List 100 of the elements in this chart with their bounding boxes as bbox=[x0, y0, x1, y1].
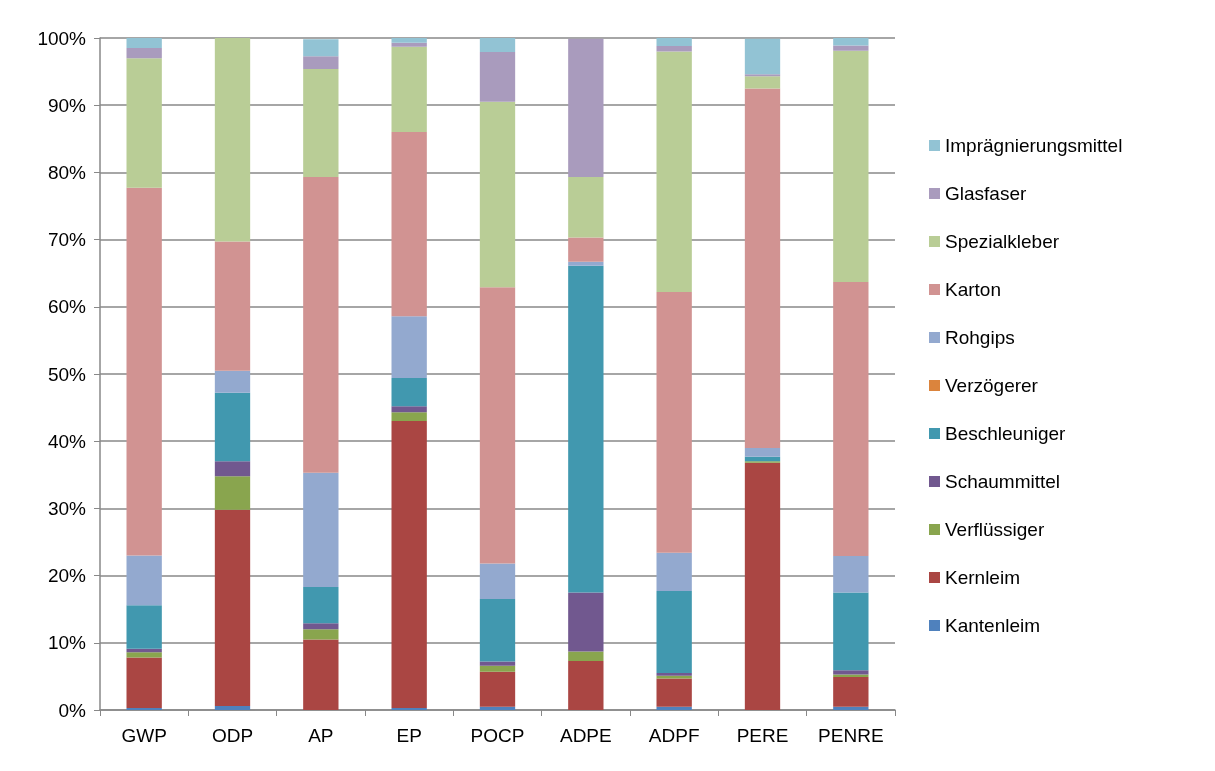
legend-label: Kernleim bbox=[945, 567, 1020, 588]
x-tick-label: EP bbox=[396, 725, 422, 746]
bar bbox=[303, 39, 339, 57]
bar bbox=[656, 591, 692, 674]
bar bbox=[833, 50, 869, 282]
y-tick-label: 100% bbox=[37, 27, 87, 49]
x-tick-label: POCP bbox=[470, 725, 525, 746]
bar bbox=[479, 38, 516, 53]
bar bbox=[391, 38, 427, 43]
bar bbox=[568, 38, 604, 178]
bar bbox=[744, 462, 781, 710]
x-tick-label: PERE bbox=[736, 725, 789, 746]
bar bbox=[126, 657, 162, 708]
bar bbox=[833, 670, 869, 675]
bar bbox=[126, 707, 162, 710]
legend-label: Kantenleim bbox=[945, 615, 1041, 636]
bar bbox=[303, 56, 339, 69]
bar bbox=[214, 476, 251, 510]
bar bbox=[391, 406, 427, 413]
bar bbox=[833, 45, 869, 51]
bar bbox=[656, 678, 692, 707]
legend-label: Glasfaser bbox=[945, 183, 1027, 204]
bar bbox=[303, 639, 339, 710]
legend-label: Schaummittel bbox=[945, 471, 1061, 492]
bar bbox=[126, 187, 162, 556]
bar bbox=[214, 370, 251, 393]
bar bbox=[391, 378, 427, 407]
bar bbox=[391, 46, 427, 133]
bar bbox=[214, 509, 251, 706]
legend-label: Spezialkleber bbox=[945, 231, 1060, 252]
bar bbox=[303, 623, 339, 630]
bar bbox=[391, 421, 427, 708]
y-tick-label: 40% bbox=[47, 430, 87, 452]
bar bbox=[656, 552, 692, 592]
legend-label: Beschleuniger bbox=[945, 423, 1067, 444]
bar bbox=[126, 555, 162, 606]
bar bbox=[656, 51, 692, 293]
bar bbox=[214, 392, 251, 462]
y-tick-label: 80% bbox=[47, 161, 87, 183]
bar bbox=[126, 48, 162, 59]
bar bbox=[744, 74, 781, 77]
bar bbox=[126, 38, 162, 49]
bar bbox=[214, 38, 251, 242]
bar bbox=[479, 101, 516, 288]
bar bbox=[479, 52, 516, 102]
bar bbox=[568, 660, 604, 710]
x-tick-label: AP bbox=[308, 725, 334, 746]
bar bbox=[833, 556, 869, 593]
bar bbox=[568, 237, 604, 262]
bar bbox=[126, 58, 162, 188]
bar bbox=[833, 281, 869, 557]
bar bbox=[568, 592, 604, 652]
bar bbox=[744, 76, 781, 89]
bar bbox=[833, 706, 869, 710]
legend-label: Imprägnierungsmittel bbox=[945, 135, 1123, 156]
bar bbox=[656, 292, 692, 553]
bar bbox=[479, 671, 516, 707]
bar bbox=[656, 46, 692, 52]
y-tick-label: 70% bbox=[47, 229, 87, 251]
x-tick-label: ADPF bbox=[648, 725, 700, 746]
bar bbox=[214, 461, 251, 477]
bar bbox=[744, 447, 781, 457]
bar bbox=[833, 592, 869, 671]
y-tick-label: 60% bbox=[47, 296, 87, 318]
bar bbox=[833, 674, 869, 678]
bar bbox=[744, 88, 781, 448]
bar bbox=[391, 42, 427, 47]
y-tick-label: 20% bbox=[47, 565, 87, 587]
y-tick-label: 10% bbox=[47, 632, 87, 654]
y-tick-label: 30% bbox=[47, 497, 87, 519]
bar bbox=[303, 177, 339, 473]
bar bbox=[568, 265, 604, 593]
bar bbox=[479, 661, 516, 666]
y-tick-label: 50% bbox=[47, 363, 87, 385]
bar bbox=[126, 605, 162, 649]
bar bbox=[391, 316, 427, 379]
bar bbox=[744, 38, 781, 75]
bar bbox=[214, 241, 251, 371]
x-tick-label: GWP bbox=[121, 725, 167, 746]
bar bbox=[479, 287, 516, 564]
bar bbox=[568, 177, 604, 238]
bar bbox=[568, 261, 604, 266]
bar bbox=[303, 587, 339, 624]
legend-label: Verzögerer bbox=[945, 375, 1039, 396]
bar bbox=[303, 629, 339, 640]
bar bbox=[656, 38, 692, 47]
bar bbox=[479, 563, 516, 600]
bar bbox=[303, 68, 339, 178]
x-tick-label: ADPE bbox=[559, 725, 612, 746]
x-tick-label: ODP bbox=[211, 725, 254, 746]
y-tick-label: 0% bbox=[58, 699, 87, 721]
bar bbox=[391, 132, 427, 317]
bar bbox=[479, 599, 516, 662]
bar bbox=[391, 707, 427, 710]
bar bbox=[568, 651, 604, 661]
bar bbox=[479, 665, 516, 672]
bar bbox=[126, 652, 162, 658]
y-tick-label: 90% bbox=[47, 94, 87, 116]
bar bbox=[303, 472, 339, 588]
legend-label: Karton bbox=[945, 279, 1001, 300]
